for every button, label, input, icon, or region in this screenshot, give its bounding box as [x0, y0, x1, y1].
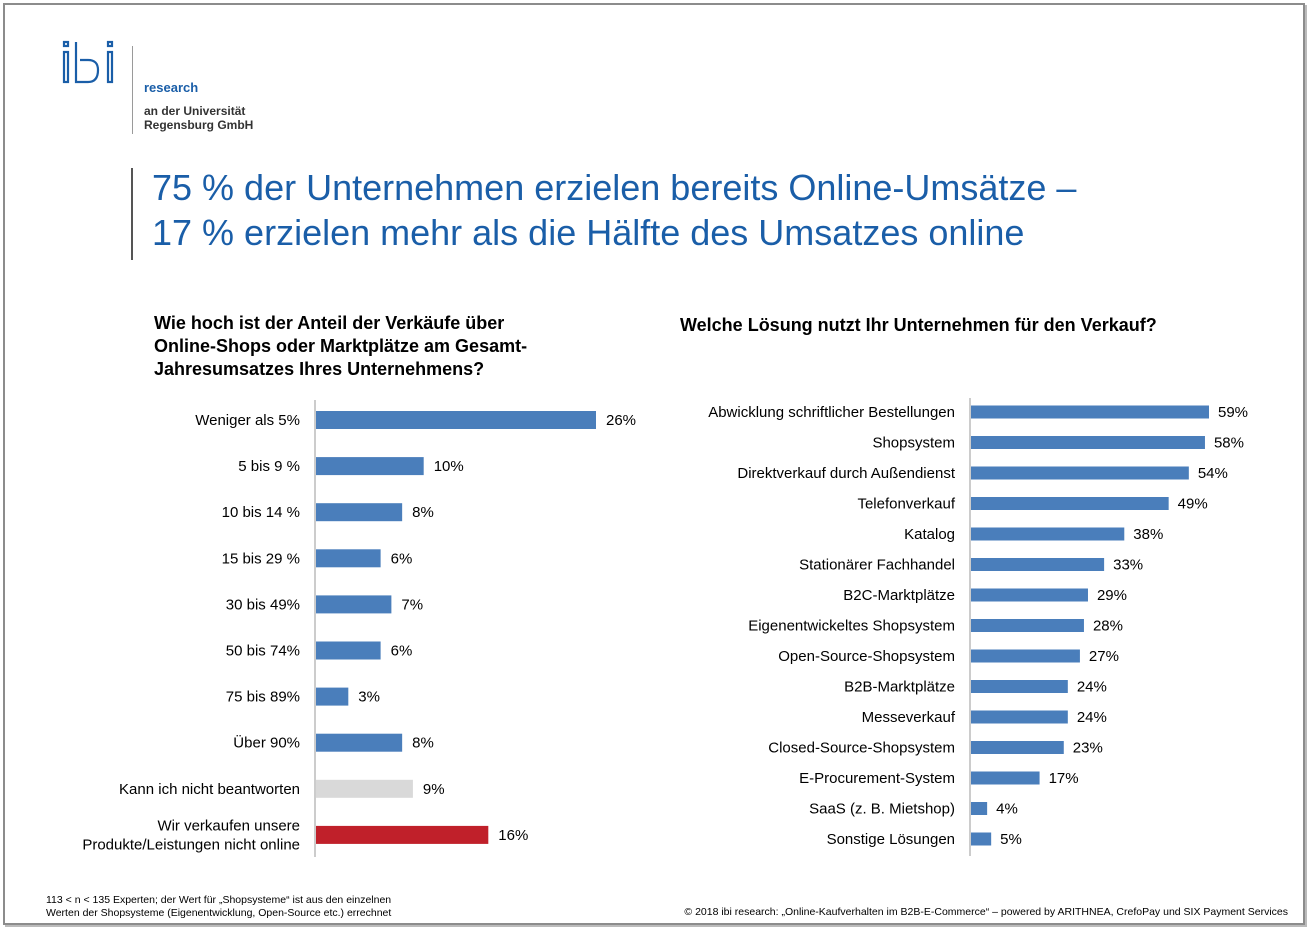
right-bar-value-label: 23% — [1073, 740, 1103, 757]
left-category-label: 5 bis 9 % — [238, 458, 300, 475]
right-bar — [971, 619, 1084, 632]
right-bar-value-label: 59% — [1218, 404, 1248, 421]
right-bar-value-label: 24% — [1077, 679, 1107, 696]
right-category-label: SaaS (z. B. Mietshop) — [809, 801, 955, 818]
right-bar-value-label: 33% — [1113, 557, 1143, 574]
right-category-label: Closed-Source-Shopsystem — [768, 740, 955, 757]
left-category-label: Wir verkaufen unsere — [157, 817, 300, 834]
left-bar — [316, 779, 413, 798]
right-bar-value-label: 28% — [1093, 618, 1123, 635]
right-bar — [971, 558, 1105, 571]
right-category-label: Katalog — [904, 526, 955, 543]
left-bar-value-label: 6% — [391, 550, 413, 567]
right-category-label: Open-Source-Shopsystem — [778, 648, 955, 665]
left-category-label: 50 bis 74% — [226, 643, 300, 660]
title-accent-bar — [131, 168, 133, 260]
left-category-label: 15 bis 29 % — [222, 550, 300, 567]
left-question-line2: Online-Shops oder Marktplätze am Gesamt- — [154, 336, 528, 356]
right-bar — [971, 588, 1088, 602]
right-bar — [971, 710, 1068, 724]
right-bar — [971, 771, 1040, 785]
right-bar — [971, 466, 1189, 480]
left-bar-value-label: 26% — [606, 412, 636, 429]
left-bar — [316, 549, 381, 568]
logo-university-line2: Regensburg GmbH — [144, 118, 254, 132]
right-category-label: Abwicklung schriftlicher Bestellungen — [708, 404, 955, 421]
right-bar — [971, 802, 988, 815]
left-bar-value-label: 8% — [412, 735, 434, 752]
footer-copyright: © 2018 ibi research: „Online-Kaufverhalt… — [684, 906, 1288, 918]
left-category-label: 30 bis 49% — [226, 596, 300, 613]
left-bar — [316, 733, 403, 752]
right-category-label: Sonstige Lösungen — [827, 831, 955, 848]
right-category-label: Eigenentwickeltes Shopsystem — [748, 618, 955, 635]
left-chart-question: Wie hoch ist der Anteil der Verkäufe übe… — [154, 312, 624, 381]
right-bar — [971, 832, 992, 846]
left-bar-value-label: 7% — [401, 596, 423, 613]
left-bar — [316, 825, 489, 844]
right-bar-value-label: 38% — [1133, 526, 1163, 543]
right-bar — [971, 436, 1205, 449]
left-bar — [316, 457, 424, 476]
right-bar-value-label: 29% — [1097, 587, 1127, 604]
left-category-label: Über 90% — [233, 734, 300, 752]
right-bar-value-label: 54% — [1198, 465, 1228, 482]
left-bar-value-label: 3% — [358, 689, 380, 706]
left-bar-value-label: 8% — [412, 504, 434, 521]
logo-university-line1: an der Universität — [144, 104, 246, 118]
right-category-label: E-Procurement-System — [799, 770, 955, 787]
right-category-label: B2C-Marktplätze — [843, 587, 955, 604]
right-bar-value-label: 49% — [1178, 496, 1208, 513]
ibi-logo — [62, 40, 114, 84]
right-bar — [971, 649, 1080, 663]
right-bar-value-label: 17% — [1049, 770, 1079, 787]
left-bar-value-label: 9% — [423, 781, 445, 798]
right-bar — [971, 405, 1209, 419]
left-bar-value-label: 6% — [391, 643, 413, 660]
right-category-label: Stationärer Fachhandel — [799, 557, 955, 574]
slide-title-line2: 17 % erzielen mehr als die Hälfte des Um… — [152, 212, 1025, 253]
right-bar — [971, 497, 1169, 510]
right-category-label: Messeverkauf — [862, 709, 956, 726]
slide-title: 75 % der Unternehmen erzielen bereits On… — [152, 165, 1272, 255]
logo-research-text: research — [144, 80, 199, 95]
logo-university-text: an der Universität Regensburg GmbH — [144, 104, 274, 132]
right-category-label: B2B-Marktplätze — [844, 679, 955, 696]
left-bar — [316, 687, 349, 706]
left-bar — [316, 641, 381, 660]
right-bar-value-label: 27% — [1089, 648, 1119, 665]
footer-note-line2: Werten der Shopsysteme (Eigenentwicklung… — [46, 907, 392, 919]
logo-divider — [132, 46, 133, 134]
footer-note: 113 < n < 135 Experten; der Wert für „Sh… — [46, 894, 486, 920]
right-chart-question: Welche Lösung nutzt Ihr Unternehmen für … — [680, 315, 1157, 335]
left-bar-value-label: 10% — [434, 458, 464, 475]
left-category-label: 10 bis 14 % — [222, 504, 300, 521]
left-category-label: 75 bis 89% — [226, 689, 300, 706]
right-category-label: Direktverkauf durch Außendienst — [737, 465, 955, 482]
left-category-label: Weniger als 5% — [195, 412, 300, 429]
right-category-label: Telefonverkauf — [857, 496, 955, 513]
right-bar-value-label: 24% — [1077, 709, 1107, 726]
slide-title-line1: 75 % der Unternehmen erzielen bereits On… — [152, 167, 1077, 208]
footer-note-line1: 113 < n < 135 Experten; der Wert für „Sh… — [46, 894, 392, 906]
left-bar — [316, 411, 596, 429]
right-bar-value-label: 4% — [996, 801, 1018, 818]
left-category-label: Produkte/Leistungen nicht online — [82, 836, 300, 853]
left-question-line1: Wie hoch ist der Anteil der Verkäufe übe… — [154, 313, 505, 333]
left-question-line3: Jahresumsatzes Ihres Unternehmens? — [154, 359, 485, 379]
left-category-label: Kann ich nicht beantworten — [119, 781, 300, 798]
slide-frame — [3, 3, 1305, 925]
left-bar-value-label: 16% — [498, 827, 528, 844]
right-bar-value-label: 58% — [1214, 435, 1244, 452]
right-bar — [971, 527, 1125, 541]
left-bar — [316, 595, 392, 614]
right-category-label: Shopsystem — [872, 435, 955, 452]
right-bar — [971, 680, 1068, 693]
right-bar — [971, 741, 1064, 754]
left-bar — [316, 503, 403, 522]
right-bar-value-label: 5% — [1000, 831, 1022, 848]
